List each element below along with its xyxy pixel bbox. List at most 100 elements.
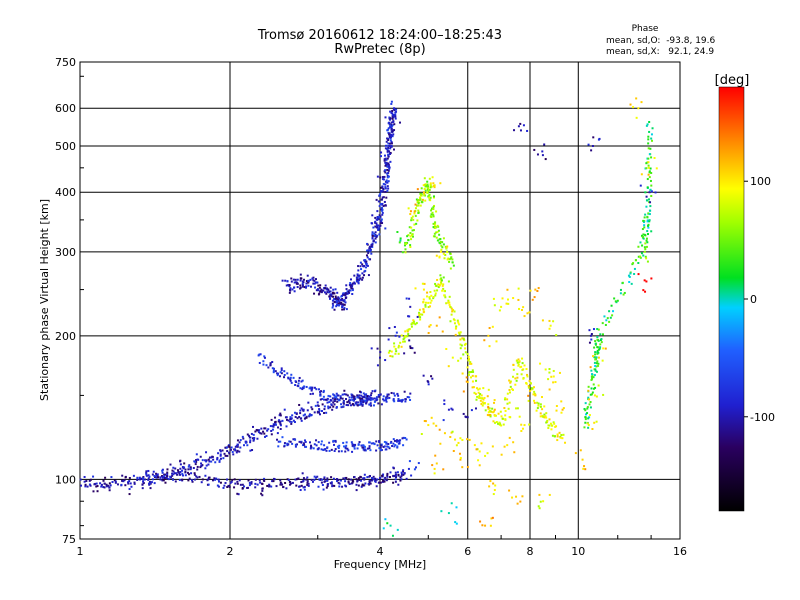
- trace-point-mid-band: [372, 442, 375, 445]
- trace-point-diffuse-cluster: [432, 297, 435, 300]
- trace-point-ground-trace: [102, 486, 105, 489]
- scatter-point: [449, 435, 452, 438]
- trace-point-mid-band: [385, 442, 388, 445]
- trace-point-e-region-rise: [236, 443, 239, 446]
- scatter-point: [561, 408, 564, 411]
- trace-point-e-region-rise: [219, 453, 222, 456]
- trace-point-f-trace-x: [337, 304, 340, 307]
- trace-point-lower-band: [319, 390, 322, 393]
- trace-point-diffuse-cluster: [474, 392, 477, 395]
- trace-point-ground-trace: [275, 485, 278, 488]
- trace-point-f-trace-x: [342, 308, 345, 311]
- trace-point-e-region-rise: [298, 415, 301, 418]
- scatter-point: [173, 472, 176, 475]
- trace-point-mid-band: [303, 443, 306, 446]
- scatter-point: [195, 453, 198, 456]
- trace-point-upper-spread: [407, 234, 410, 237]
- trace-point-diffuse-cluster: [512, 375, 515, 378]
- scatter-point: [548, 388, 551, 391]
- scatter-point: [491, 325, 494, 328]
- scatter-point: [439, 442, 442, 445]
- trace-point-diffuse-cluster: [419, 313, 422, 316]
- trace-point-lower-band: [310, 389, 313, 392]
- trace-point-diffuse-cluster: [556, 439, 559, 442]
- trace-point-e-region-rise: [336, 400, 339, 403]
- trace-point-f-trace-x: [296, 281, 299, 284]
- scatter-point: [306, 274, 309, 277]
- trace-point-diffuse-cluster: [458, 333, 461, 336]
- trace-point-f-trace-main: [389, 124, 392, 127]
- scatter-point: [552, 381, 555, 384]
- trace-point-e-region-rise: [136, 477, 139, 480]
- trace-point-diffuse-cluster: [471, 369, 474, 372]
- trace-point-e-region-rise: [210, 460, 213, 463]
- trace-point-ground-trace: [330, 476, 333, 479]
- trace-point-f-trace-x: [319, 290, 322, 293]
- trace-point-lower-band: [274, 370, 277, 373]
- scatter-point: [645, 195, 648, 198]
- scatter-point: [479, 520, 482, 523]
- trace-point-diffuse-cluster: [536, 401, 539, 404]
- scatter-point: [421, 198, 424, 201]
- scatter-point: [443, 432, 446, 435]
- trace-point-diffuse-cluster: [422, 308, 425, 311]
- trace-point-lower-band: [294, 384, 297, 387]
- trace-point-lower-band: [263, 356, 266, 359]
- trace-point-high-freq-column: [650, 195, 653, 198]
- trace-point-upper-spread: [430, 213, 433, 216]
- trace-point-high-freq-column: [650, 184, 653, 187]
- trace-point-f-trace-x: [314, 286, 317, 289]
- scatter-point: [384, 204, 387, 207]
- scatter-point: [640, 101, 643, 104]
- trace-point-e-region-rise: [172, 466, 175, 469]
- trace-point-f-trace-main: [384, 144, 387, 147]
- trace-point-upper-spread: [429, 184, 432, 187]
- scatter-point: [219, 449, 222, 452]
- trace-point-mid-band: [392, 438, 395, 441]
- trace-point-diffuse-cluster: [459, 343, 462, 346]
- scatter-point: [492, 297, 495, 300]
- trace-point-high-freq-column: [628, 281, 631, 284]
- trace-point-e-region-rise: [360, 391, 363, 394]
- trace-point-upper-spread: [428, 177, 431, 180]
- trace-point-f-trace-main: [380, 190, 383, 193]
- trace-point-high-freq-column: [651, 127, 654, 130]
- trace-point-f-trace-main: [347, 290, 350, 293]
- trace-point-lower-band: [309, 393, 312, 396]
- trace-point-diffuse-cluster: [545, 421, 548, 424]
- trace-point-high-freq-column: [648, 219, 651, 222]
- trace-point-f-trace-main: [388, 116, 391, 119]
- trace-point-f-trace-main: [376, 234, 379, 237]
- trace-point-ground-trace: [133, 481, 136, 484]
- trace-point-diffuse-cluster: [449, 306, 452, 309]
- trace-point-e-region-rise: [360, 397, 363, 400]
- trace-point-mid-band: [333, 450, 336, 453]
- trace-point-f-trace-x: [307, 281, 310, 284]
- trace-point-diffuse-cluster: [481, 401, 484, 404]
- trace-point-high-freq-column: [650, 139, 653, 142]
- trace-point-high-freq-column: [629, 272, 632, 275]
- trace-point-f-trace-main: [380, 207, 383, 210]
- scatter-point: [442, 276, 445, 279]
- scatter-point: [285, 284, 288, 287]
- scatter-point: [484, 524, 487, 527]
- trace-point-ground-trace: [155, 476, 158, 479]
- trace-point-f-trace-x: [332, 288, 335, 291]
- scatter-point: [451, 356, 454, 359]
- trace-point-diffuse-cluster: [450, 307, 453, 310]
- trace-point-mid-band: [279, 440, 282, 443]
- trace-point-f-trace-main: [387, 169, 390, 172]
- scatter-point: [650, 190, 653, 193]
- trace-point-f-trace-main: [335, 305, 338, 308]
- trace-point-diffuse-cluster: [536, 407, 539, 410]
- scatter-point: [389, 524, 392, 527]
- scatter-point: [179, 460, 182, 463]
- scatter-point: [459, 347, 462, 350]
- trace-point-diffuse-cluster: [400, 334, 403, 337]
- trace-point-f-trace-main: [382, 196, 385, 199]
- trace-point-ground-trace: [250, 481, 253, 484]
- trace-point-high-freq-column: [595, 356, 598, 359]
- trace-point-high-freq-column: [647, 198, 650, 201]
- trace-point-f-trace-main: [389, 139, 392, 142]
- scatter-point: [537, 505, 540, 508]
